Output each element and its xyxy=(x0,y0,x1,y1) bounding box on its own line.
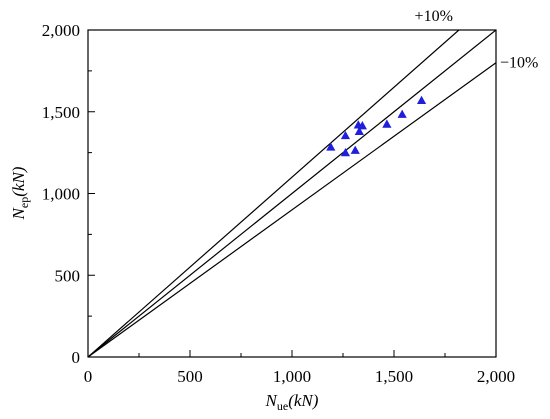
data-point-0-5 xyxy=(354,126,364,136)
y-tick-label: 2,000 xyxy=(42,21,80,40)
reference-line-1 xyxy=(88,30,496,357)
y-axis-label: Nep(kN) xyxy=(9,166,31,220)
y-axis-label-subscript: ep xyxy=(17,197,31,208)
x-tick-label: 0 xyxy=(84,367,93,386)
x-tick-label: 2,000 xyxy=(477,367,515,386)
reference-lines xyxy=(88,30,496,357)
reference-line-label-2: −10% xyxy=(500,55,538,72)
data-point-0-3 xyxy=(350,145,360,154)
y-tick-label: 1,000 xyxy=(42,185,80,204)
y-axis-ticks: 0 500 1,000 1,500 2,000 xyxy=(42,21,95,367)
reference-line-2 xyxy=(88,62,496,357)
x-tick-label: 500 xyxy=(177,367,203,386)
x-axis-ticks: 0 500 1,000 1,500 2,000 xyxy=(84,350,515,386)
y-axis-label-unit: (kN) xyxy=(9,166,28,197)
x-axis-label-unit: (kN) xyxy=(288,391,319,410)
data-point-0-9 xyxy=(416,95,427,104)
x-axis-label: Nue(kN) xyxy=(265,391,319,413)
y-axis-label-symbol: N xyxy=(9,206,28,220)
reference-line-label-0: +10% xyxy=(415,8,453,25)
y-tick-label: 500 xyxy=(55,266,81,285)
data-point-0-8 xyxy=(397,109,407,118)
x-axis-label-symbol: N xyxy=(265,391,279,410)
y-tick-label: 0 xyxy=(72,348,81,367)
x-tick-label: 1,500 xyxy=(375,367,413,386)
y-tick-label: 1,500 xyxy=(42,103,80,122)
x-tick-label: 1,000 xyxy=(273,367,311,386)
data-point-0-0 xyxy=(326,142,336,151)
data-points xyxy=(326,95,427,157)
data-point-0-1 xyxy=(340,130,351,140)
reference-line-0 xyxy=(88,30,460,357)
reference-line-labels: +10% −10% xyxy=(415,8,539,72)
data-point-0-7 xyxy=(382,119,392,128)
data-point-0-2 xyxy=(340,148,351,157)
data-point-0-6 xyxy=(357,121,367,130)
x-axis-label-subscript: ue xyxy=(277,399,288,413)
